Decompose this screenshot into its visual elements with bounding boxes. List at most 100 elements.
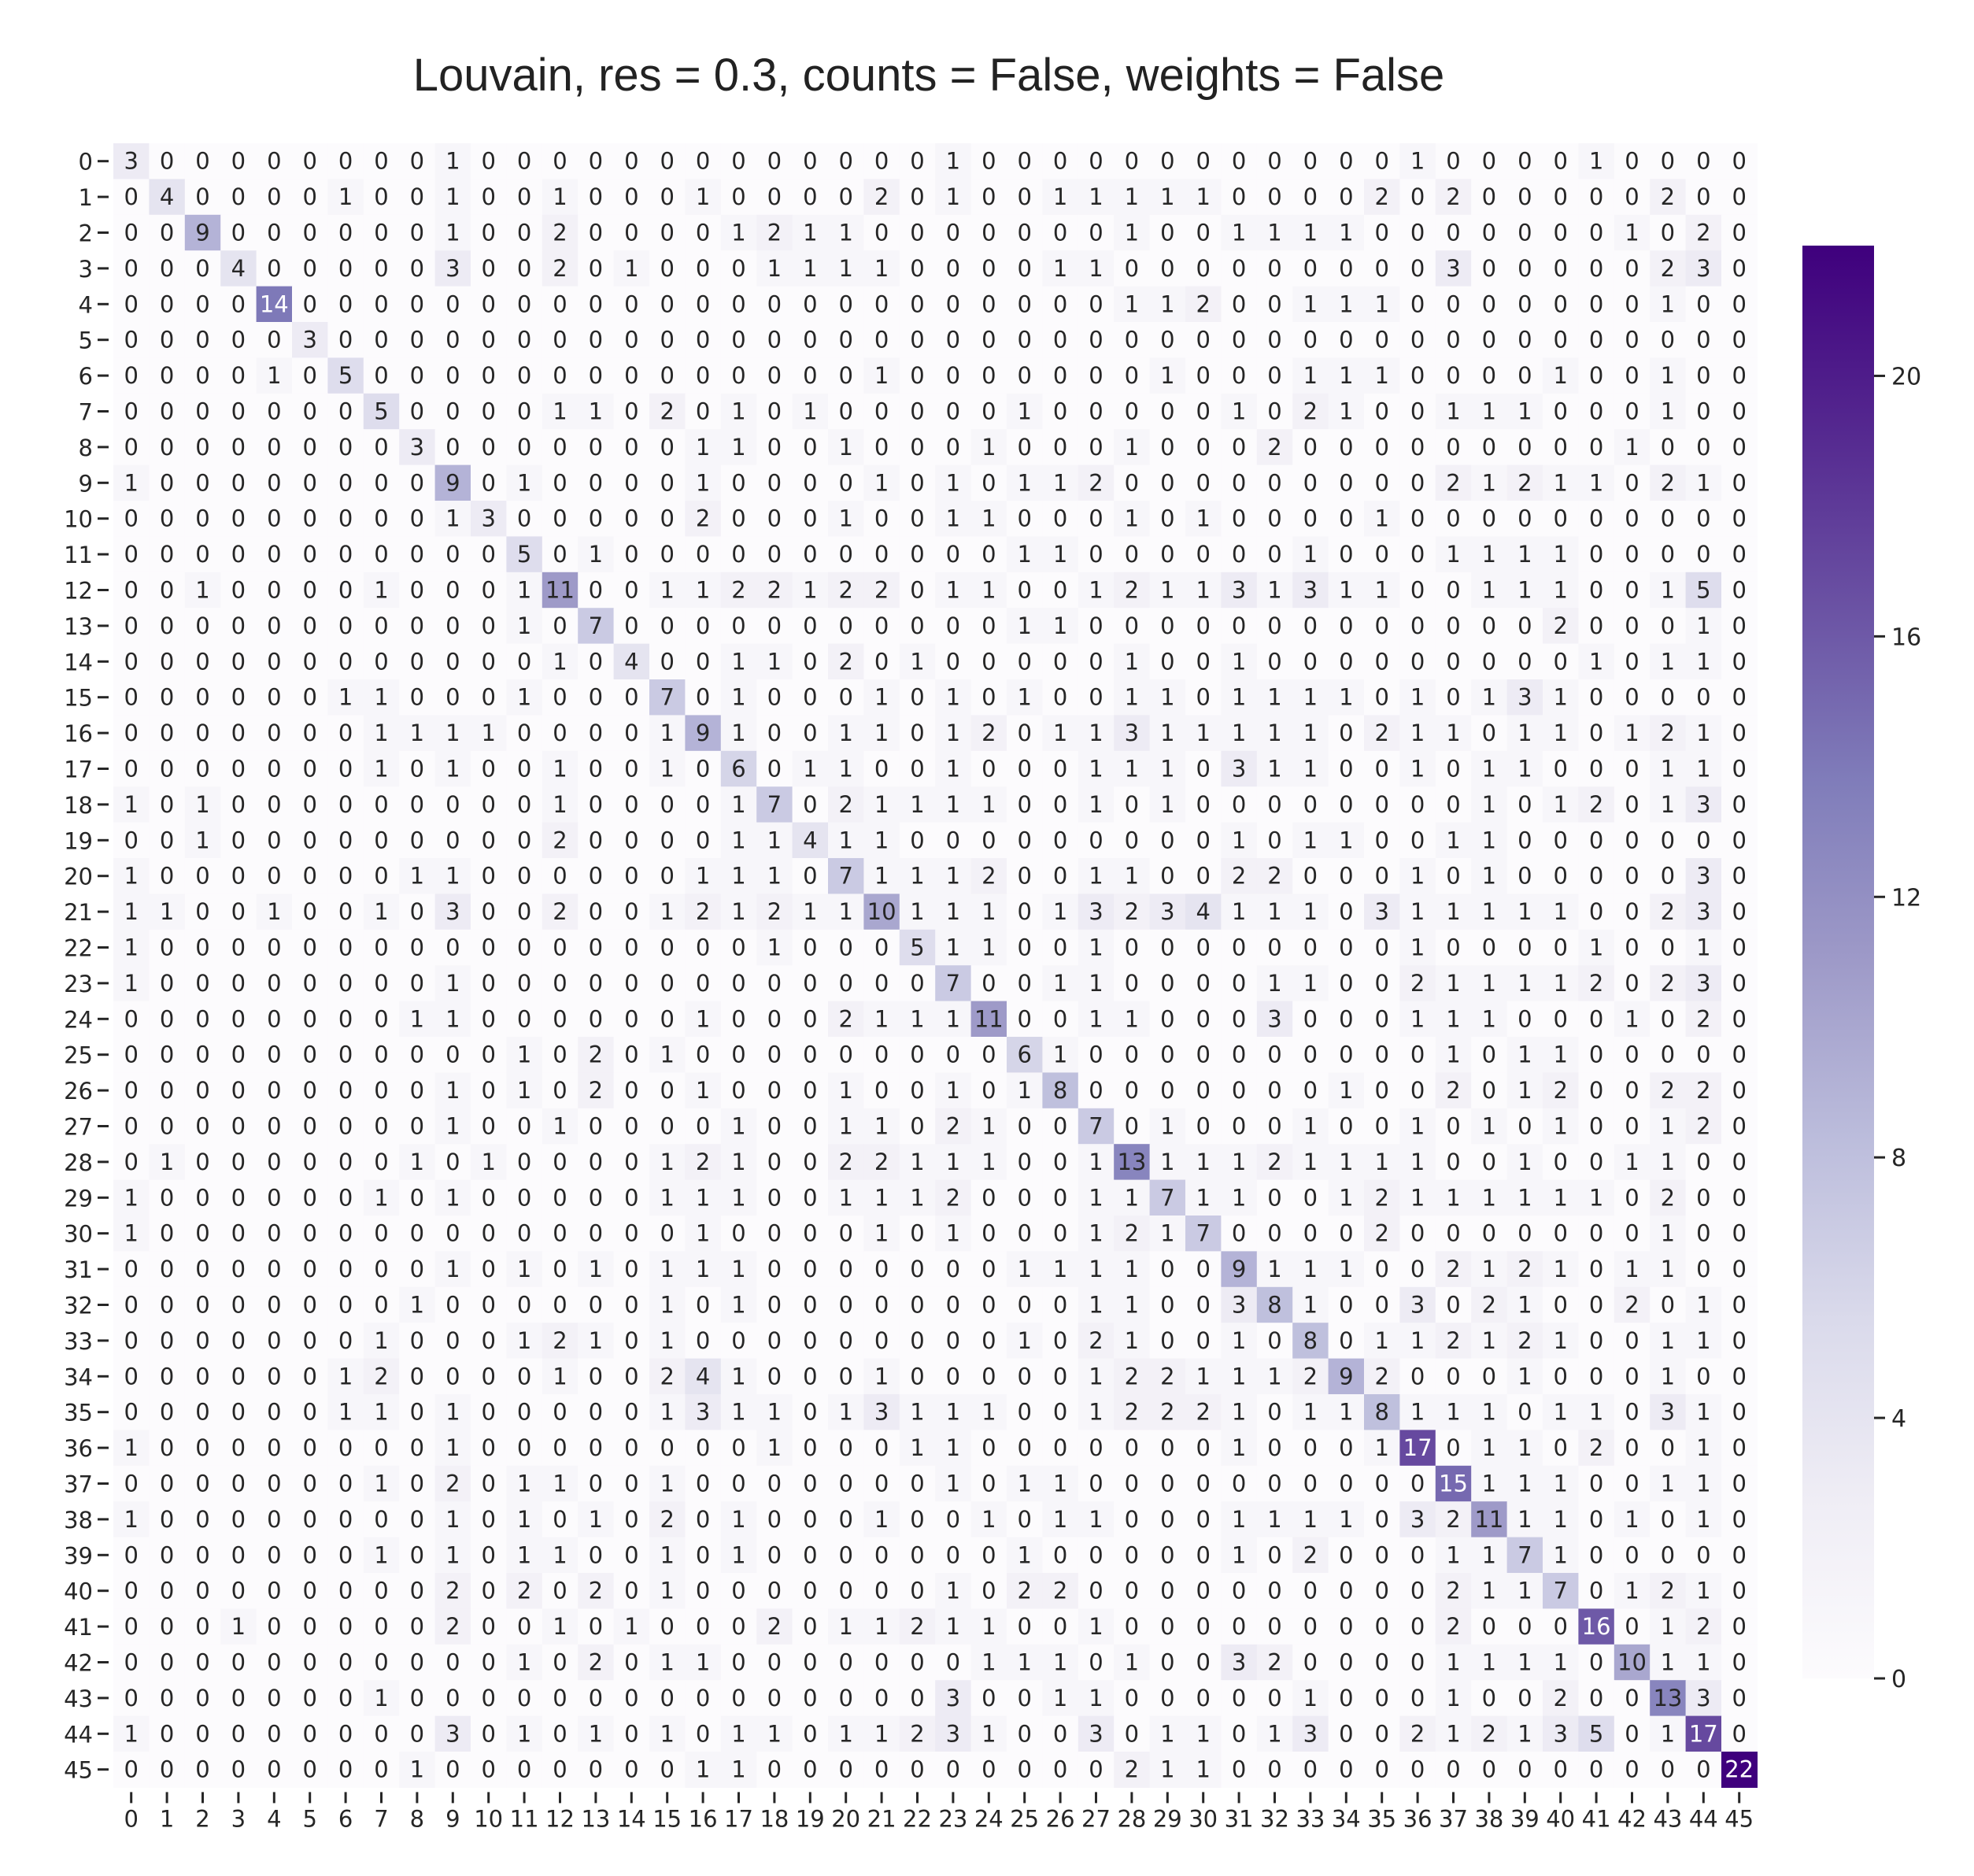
- cell-value-label: 0: [481, 898, 495, 925]
- cell-value-label: 1: [981, 1649, 996, 1676]
- cell-value-label: 3: [1125, 720, 1139, 746]
- cell-value-label: 0: [1482, 1613, 1496, 1640]
- cell-value-label: 0: [1410, 220, 1425, 246]
- cell-value-label: 0: [981, 1077, 996, 1104]
- cell-value-label: 1: [1089, 863, 1103, 890]
- heatmap-cell: [828, 214, 864, 251]
- cell-value-label: 1: [1125, 290, 1139, 317]
- cell-value-label: 0: [589, 684, 603, 711]
- cell-value-label: 0: [1232, 1685, 1246, 1711]
- heatmap-cell: [434, 214, 471, 251]
- y-tick-label: 38: [64, 1507, 93, 1534]
- cell-value-label: 2: [1196, 1399, 1210, 1426]
- cell-value-label: 0: [338, 1685, 353, 1711]
- cell-value-label: 0: [1232, 1113, 1246, 1140]
- y-tick-label: 32: [64, 1293, 93, 1319]
- cell-value-label: 0: [696, 934, 710, 961]
- cell-value-label: 0: [267, 1113, 281, 1140]
- cell-value-label: 0: [624, 1256, 638, 1282]
- cell-value-label: 1: [1553, 469, 1567, 496]
- cell-value-label: 0: [660, 541, 674, 568]
- heatmap-cell: [506, 143, 543, 179]
- cell-value-label: 0: [1303, 505, 1318, 532]
- cell-value-label: 1: [731, 1256, 745, 1282]
- cell-value-label: 1: [445, 148, 460, 175]
- cell-value-label: 1: [946, 1005, 960, 1032]
- cell-value-label: 0: [731, 1220, 745, 1247]
- cell-value-label: 3: [302, 327, 316, 353]
- cell-value-label: 2: [1125, 577, 1139, 604]
- cell-value-label: 0: [696, 756, 710, 783]
- heatmap-cell: [184, 179, 221, 216]
- cell-value-label: 1: [1553, 1184, 1567, 1211]
- cell-value-label: 0: [1089, 327, 1103, 353]
- cell-value-label: 1: [374, 1685, 388, 1711]
- cell-value-label: 1: [981, 1399, 996, 1426]
- cell-value-label: 0: [696, 398, 710, 425]
- cell-value-label: 0: [517, 398, 531, 425]
- cell-value-label: 1: [1553, 970, 1567, 997]
- cell-value-label: 1: [767, 1434, 782, 1461]
- cell-value-label: 0: [1089, 220, 1103, 246]
- cell-value-label: 0: [910, 148, 924, 175]
- cell-value-label: 0: [1053, 1541, 1067, 1568]
- cell-value-label: 2: [1661, 720, 1675, 746]
- cell-value-label: 1: [1696, 469, 1710, 496]
- cell-value-label: 1: [946, 577, 960, 604]
- cell-value-label: 1: [1661, 1720, 1675, 1747]
- cell-value-label: 0: [338, 541, 353, 568]
- cell-value-label: 0: [946, 1541, 960, 1568]
- heatmap-cell: [935, 250, 972, 287]
- cell-value-label: 2: [1482, 1292, 1496, 1319]
- cell-value-label: 0: [1267, 1541, 1281, 1568]
- cell-value-label: 0: [1089, 1578, 1103, 1604]
- cell-value-label: 0: [160, 1292, 174, 1319]
- cell-value-label: 1: [946, 756, 960, 783]
- cell-value-label: 1: [838, 1399, 852, 1426]
- cell-value-label: 0: [1374, 327, 1388, 353]
- cell-value-label: 0: [660, 290, 674, 317]
- cell-value-label: 1: [1089, 791, 1103, 818]
- cell-value-label: 0: [1232, 934, 1246, 961]
- cell-value-label: 0: [302, 1256, 316, 1282]
- cell-value-label: 0: [1160, 469, 1174, 496]
- cell-value-label: 0: [910, 577, 924, 604]
- y-tick-label: 43: [64, 1685, 93, 1712]
- cell-value-label: 0: [1553, 1434, 1567, 1461]
- cell-value-label: 0: [1446, 648, 1460, 675]
- cell-value-label: 0: [481, 327, 495, 353]
- cell-value-label: 0: [481, 1434, 495, 1461]
- cell-value-label: 0: [517, 648, 531, 675]
- cell-value-label: 0: [553, 1399, 567, 1426]
- heatmap-cell: [1185, 179, 1222, 216]
- cell-value-label: 1: [731, 827, 745, 853]
- cell-value-label: 5: [1696, 577, 1710, 604]
- cell-value-label: 0: [267, 1720, 281, 1747]
- cell-value-label: 3: [445, 898, 460, 925]
- cell-value-label: 0: [696, 612, 710, 639]
- y-tick-label: 7: [79, 399, 93, 426]
- cell-value-label: 0: [981, 1756, 996, 1783]
- cell-value-label: 0: [267, 1756, 281, 1783]
- colorbar-tick-label: 4: [1891, 1405, 1906, 1433]
- heatmap-cell: [685, 214, 722, 251]
- cell-value-label: 0: [1017, 1613, 1031, 1640]
- cell-value-label: 0: [160, 1756, 174, 1783]
- cell-value-label: 1: [1482, 1113, 1496, 1140]
- cell-value-label: 0: [1732, 863, 1746, 890]
- heatmap-cell: [970, 143, 1007, 179]
- cell-value-label: 2: [1446, 1077, 1460, 1104]
- cell-value-label: 0: [767, 720, 782, 746]
- cell-value-label: 0: [1017, 934, 1031, 961]
- cell-value-label: 0: [267, 934, 281, 961]
- cell-value-label: 0: [1374, 1541, 1388, 1568]
- cell-value-label: 0: [1410, 255, 1425, 282]
- x-tick-label: 15: [652, 1805, 682, 1832]
- cell-value-label: 0: [1053, 1327, 1067, 1354]
- cell-value-label: 0: [1374, 1506, 1388, 1533]
- cell-value-label: 1: [838, 827, 852, 853]
- cell-value-label: 13: [1653, 1685, 1682, 1711]
- heatmap-cell: [649, 179, 686, 216]
- heatmap-cell: [828, 250, 864, 287]
- cell-value-label: 1: [1374, 505, 1388, 532]
